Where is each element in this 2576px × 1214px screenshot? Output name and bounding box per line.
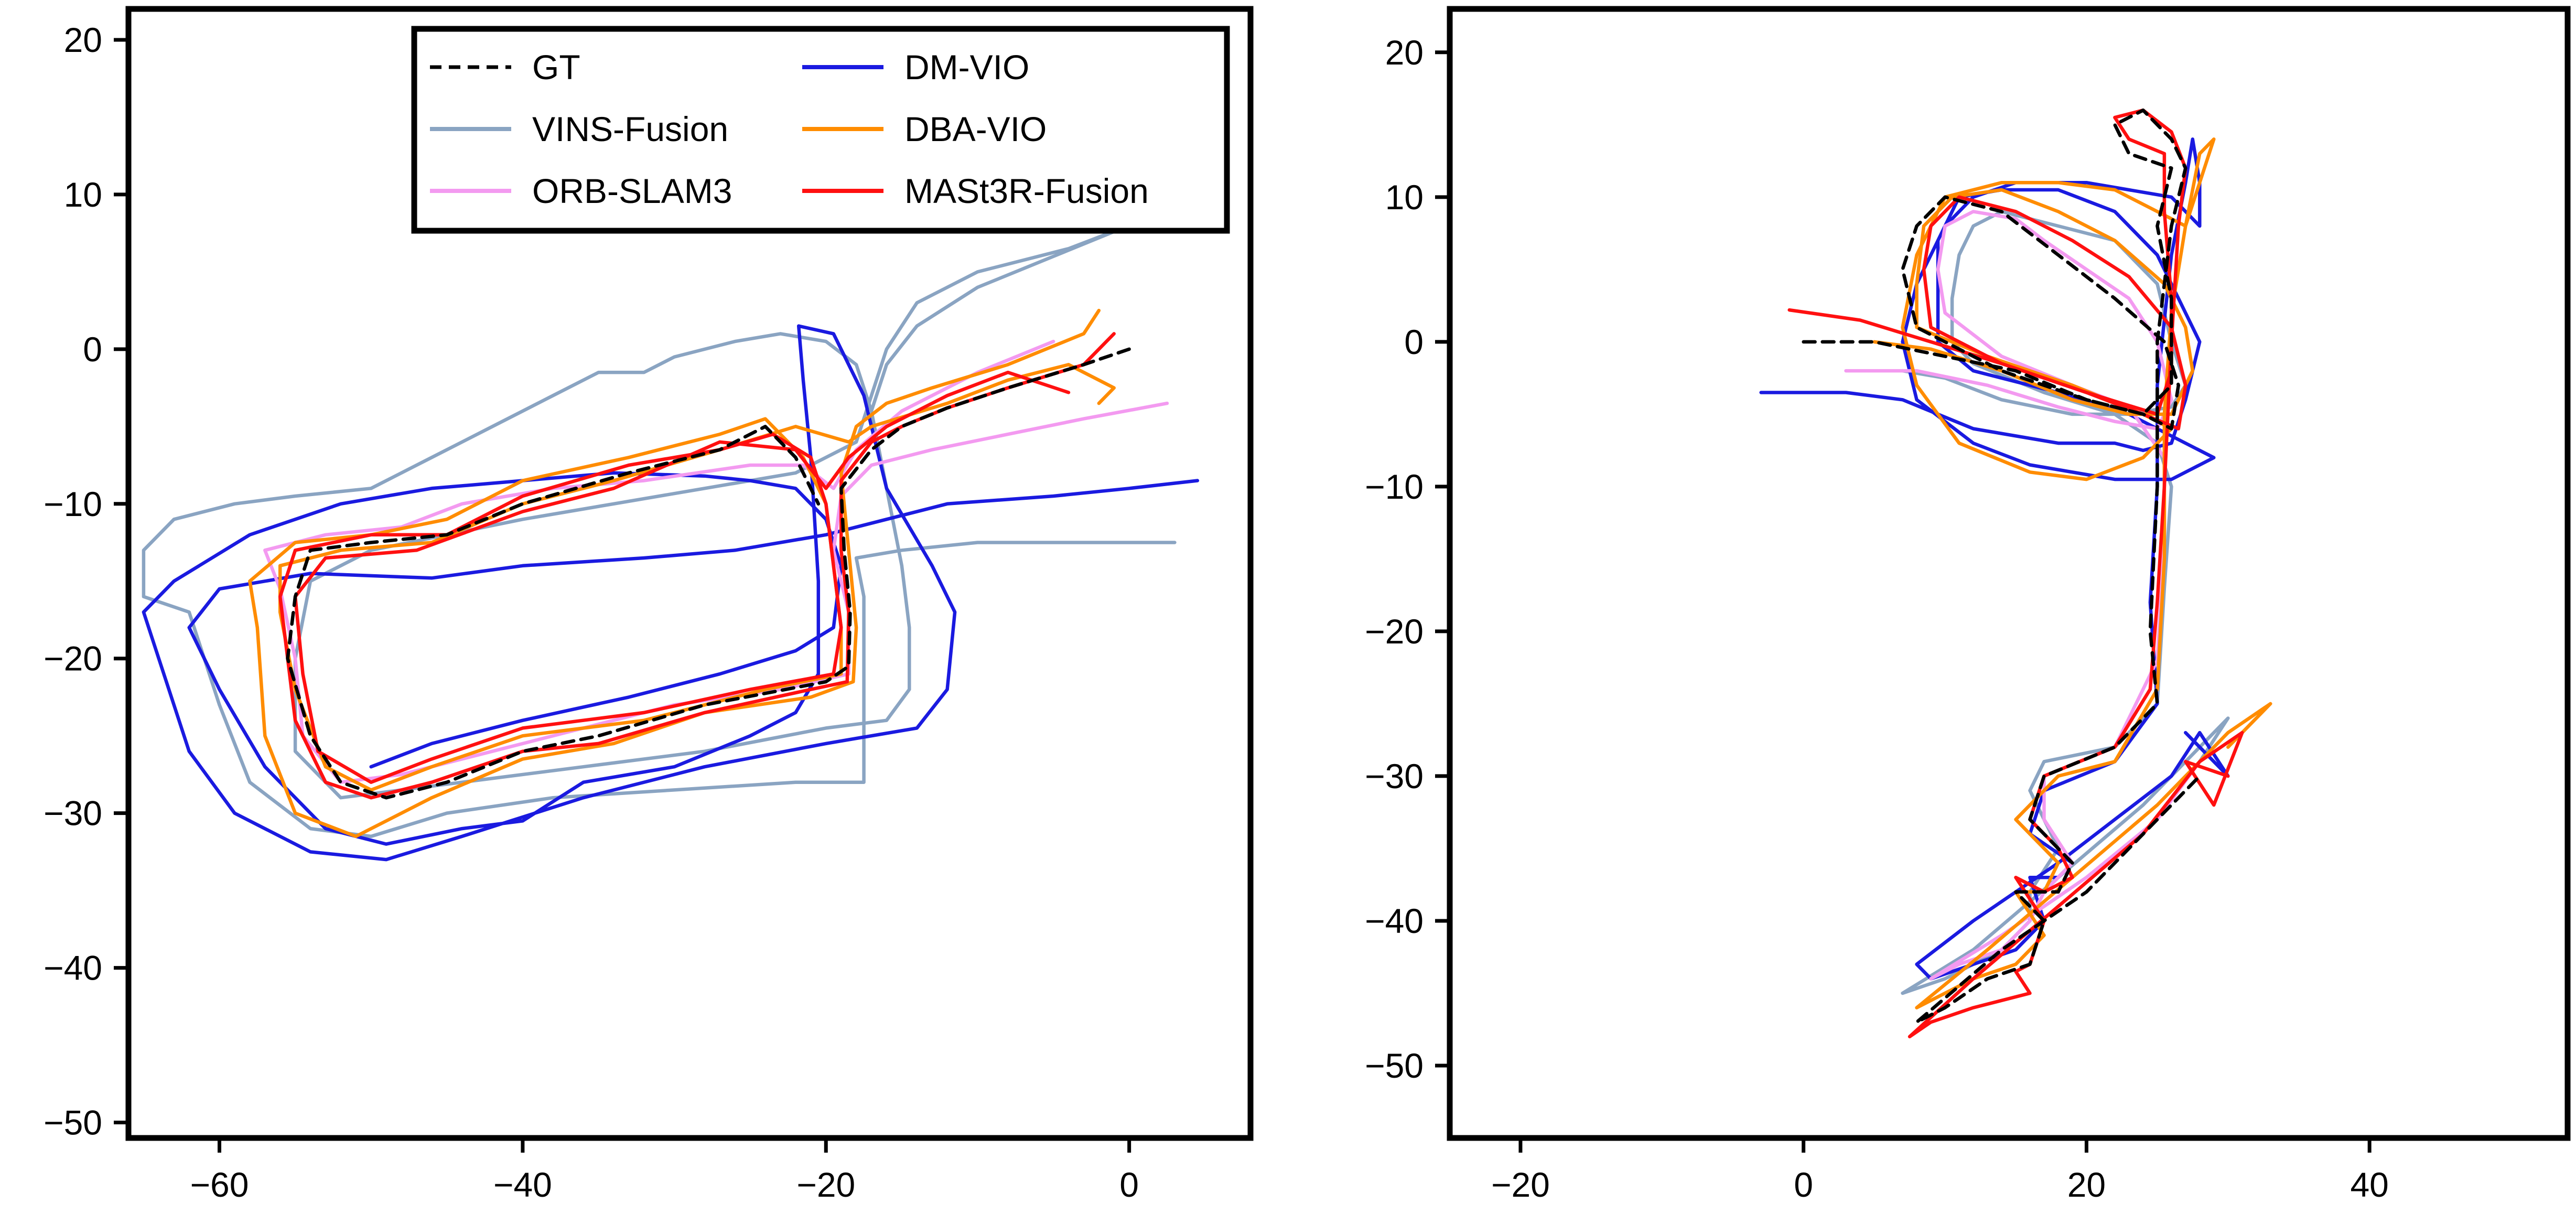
x-tick-label: −60 [190,1165,249,1204]
right-trajectory-panel: −20 0 20 40 20 10 0 −10 −20 −30 −40 −50 [1365,6,2571,1204]
legend-label-dba-vio: DBA-VIO [904,110,1047,148]
y-tick-label: −20 [44,639,102,678]
y-tick-label: 0 [83,330,102,369]
y-tick-label: −30 [1365,757,1424,796]
y-tick-label: 0 [1404,323,1424,361]
y-tick-label: 20 [64,20,102,59]
y-tick-label: −10 [1365,467,1424,506]
series-mast3r-fusion-line [278,332,1116,800]
y-tick-label: −40 [44,949,102,987]
legend-label-mast3r-fusion: MASt3R-Fusion [904,171,1149,210]
y-tick-label: 10 [1385,178,1424,217]
x-tick-label: −40 [493,1165,552,1204]
legend-label-orb-slam3: ORB-SLAM3 [532,171,732,210]
legend-label-gt: GT [532,48,580,87]
y-tick-label: 20 [1385,33,1424,72]
x-tick-label: −20 [796,1165,855,1204]
series-dba-vio-line [248,308,1116,839]
series-orb-slam3-line [263,339,1169,784]
y-tick-label: −10 [44,485,102,523]
x-tick-label: 20 [2067,1165,2106,1204]
x-tick-label: −20 [1491,1165,1550,1204]
legend: GT DM-VIO VINS-Fusion DBA-VIO ORB-SLAM3 MASt3… [411,26,1230,234]
series-dba-vio-line [1872,137,2272,1009]
y-tick-label: −30 [44,794,102,833]
x-tick-label: 0 [1119,1165,1139,1204]
y-tick-label: −50 [1365,1046,1424,1085]
series-gt-line [286,347,1131,800]
series-dm-vio-line [1759,137,2230,981]
legend-label-vins-fusion: VINS-Fusion [532,110,728,148]
y-tick-label: −20 [1365,612,1424,651]
series-vins-fusion-line [142,223,1177,839]
series-group [142,223,1200,862]
axes-frame [125,6,1254,1141]
series-gt-line [1802,108,2202,1024]
left-trajectory-panel: −60 −40 −20 0 20 10 0 −10 −20 −30 −40 −50 [44,6,1254,1204]
x-tick-label: 40 [2350,1165,2388,1204]
series-dm-vio-line [142,324,1200,862]
legend-label-dm-vio: DM-VIO [904,48,1029,87]
axes-frame [1447,6,2571,1141]
y-tick-label: −50 [44,1103,102,1142]
y-tick-label: 10 [64,175,102,214]
series-group [1759,108,2272,1039]
y-tick-label: −40 [1365,901,1424,940]
x-tick-label: 0 [1794,1165,1813,1204]
